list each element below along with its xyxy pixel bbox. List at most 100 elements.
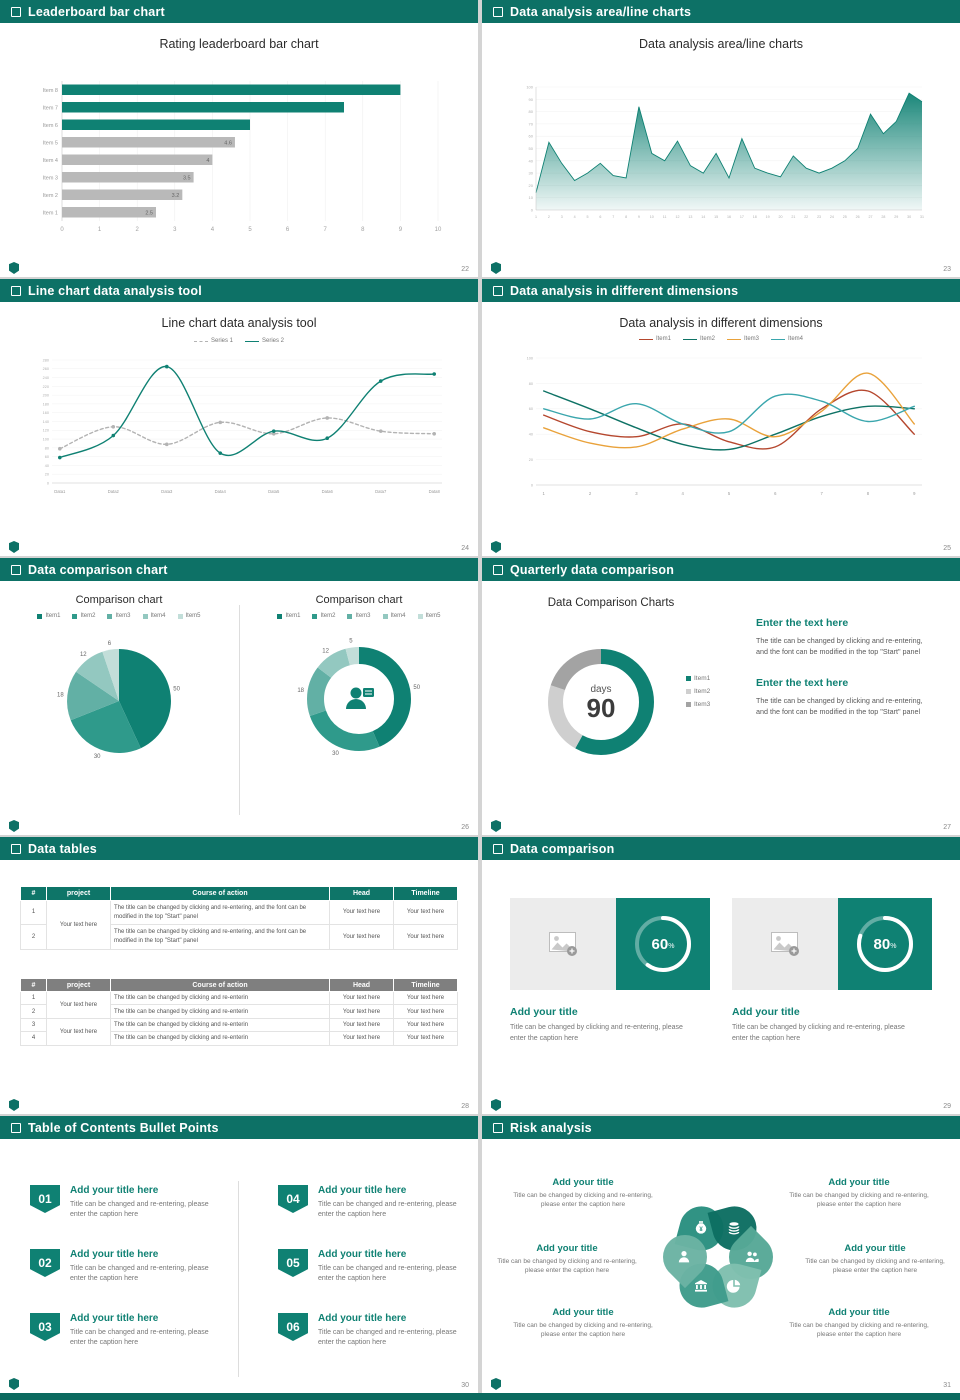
legend-marker (37, 613, 43, 619)
bookmark-icon (493, 564, 503, 575)
card-graphics: 60% (510, 898, 710, 990)
svg-text:Data1: Data1 (54, 489, 66, 494)
image-placeholder-icon (732, 898, 838, 990)
text-block: Enter the text here The title can be cha… (756, 617, 934, 657)
slide-header: Risk analysis (482, 1116, 960, 1139)
people-icon (744, 1249, 760, 1265)
legend-marker (727, 338, 741, 340)
school-logo-icon (9, 1099, 19, 1111)
donut-chart-panel: Comparison chart Item1 Item2 Item3 Item4 Ite… (240, 581, 478, 835)
svg-text:11: 11 (663, 215, 667, 219)
risk-caption: Title can be changed by clicking and re-… (805, 1258, 945, 1275)
svg-text:19: 19 (766, 215, 770, 219)
svg-text:18: 18 (57, 693, 64, 699)
toc-item: 03 Add your title here Title can be chan… (30, 1313, 235, 1348)
risk-pinwheel-diagram: ¥ (653, 1197, 783, 1317)
risk-caption: Title can be changed by clicking and re-… (789, 1322, 929, 1339)
support-person-icon (339, 679, 379, 719)
slide-leaderboard-bar-chart[interactable]: Leaderboard bar chart Rating leaderboard… (0, 0, 478, 277)
legend-marker (417, 613, 423, 619)
slide-area-line-charts[interactable]: Data analysis area/line charts Data anal… (482, 0, 960, 277)
slide-header-title: Leaderboard bar chart (28, 4, 165, 19)
bookmark-icon (11, 6, 21, 17)
leaderboard-bar-chart: 0 1 2 3 4 5 6 7 8 9 10 Item 1 2.5 Item 2 3.2 Item 3 3.5 I… (26, 79, 456, 235)
toc-title: Add your title here (318, 1185, 407, 1196)
school-logo-icon (491, 1378, 501, 1390)
slide-dimensions-analysis[interactable]: Data analysis in different dimensions Da… (482, 279, 960, 556)
svg-text:1: 1 (543, 491, 546, 496)
project-table-teal: # project Course of action Head Timeline 1 You… (20, 886, 458, 950)
slide-risk-analysis[interactable]: Risk analysis ¥ (482, 1116, 960, 1393)
toc-number-badge: 01 (30, 1185, 60, 1213)
risk-caption: Title can be changed by clicking and re-… (497, 1258, 637, 1275)
svg-text:10: 10 (650, 215, 654, 219)
block-body: The title can be changed by clicking and… (756, 696, 923, 717)
svg-text:2: 2 (136, 227, 140, 233)
risk-item: Add your title Title can be changed by c… (496, 1243, 638, 1275)
slide-line-chart-tool[interactable]: Line chart data analysis tool Line chart… (0, 279, 478, 556)
svg-text:0: 0 (47, 481, 49, 485)
svg-text:4: 4 (574, 215, 576, 219)
svg-text:40: 40 (45, 464, 49, 468)
legend-item: Item1 (277, 613, 300, 619)
slide-toc-bullets[interactable]: Table of Contents Bullet Points 01 Add y… (0, 1116, 478, 1393)
legend-marker (686, 689, 691, 694)
slide-data-comparison-chart[interactable]: Data comparison chart Comparison chart I… (0, 558, 478, 835)
slide-body: Data Comparison Charts days 90 Item1 Item… (482, 581, 960, 835)
pie-chart-icon (726, 1278, 742, 1294)
svg-text:60: 60 (529, 407, 533, 411)
svg-text:Data8: Data8 (429, 489, 441, 494)
chart-title: Comparison chart (75, 594, 163, 606)
svg-text:12: 12 (322, 648, 329, 654)
svg-text:240: 240 (43, 376, 49, 380)
legend-marker (347, 613, 353, 619)
svg-text:60: 60 (529, 134, 534, 139)
svg-text:23: 23 (817, 215, 821, 219)
svg-text:140: 140 (43, 420, 49, 424)
svg-text:4: 4 (211, 227, 215, 233)
slide-header-title: Data analysis in different dimensions (510, 283, 739, 298)
chart-legend: Series 1 Series 2 (0, 338, 478, 344)
chart-title: Data analysis area/line charts (639, 37, 803, 51)
legend-item: Item3 (686, 701, 710, 708)
svg-text:6: 6 (286, 227, 290, 233)
svg-text:6: 6 (108, 641, 112, 647)
svg-text:4: 4 (206, 158, 209, 164)
person-icon (676, 1249, 692, 1265)
slide-quarterly-comparison[interactable]: Quarterly data comparison Data Compariso… (482, 558, 960, 835)
risk-caption: Title can be changed by clicking and re-… (513, 1192, 653, 1209)
svg-text:9: 9 (913, 491, 916, 496)
area-chart: 0 10 20 30 40 50 60 70 80 90 100 1 2 3 4 5 6 7 8 9 10 11 12 13 1… (516, 83, 928, 221)
svg-text:100: 100 (527, 356, 533, 360)
slide-data-comparison-cards[interactable]: Data comparison (482, 837, 960, 1114)
risk-title: Add your title (828, 1307, 890, 1318)
card-caption: Title can be changed by clicking and re-… (732, 1024, 905, 1042)
bookmark-icon (493, 1122, 503, 1133)
slide-header-title: Data tables (28, 841, 97, 856)
svg-text:Data5: Data5 (268, 489, 280, 494)
bottom-accent-bar (0, 1393, 960, 1400)
chart-legend: Item1 Item2 Item3 Item4 Item5 (0, 613, 238, 619)
svg-text:3: 3 (173, 227, 177, 233)
slide-header: Data analysis in different dimensions (482, 279, 960, 302)
toc-item: 05 Add your title here Title can be chan… (278, 1249, 478, 1284)
risk-title: Add your title (536, 1243, 598, 1254)
slide-data-tables[interactable]: Data tables # project Course of action Head… (0, 837, 478, 1114)
toc-number-badge: 02 (30, 1249, 60, 1277)
svg-text:7: 7 (324, 227, 328, 233)
legend-item: Item1 (638, 336, 671, 342)
svg-text:18: 18 (297, 688, 304, 694)
svg-text:7: 7 (612, 215, 614, 219)
svg-text:280: 280 (43, 358, 49, 362)
svg-text:3: 3 (635, 491, 638, 496)
block-heading: Enter the text here (756, 677, 849, 690)
slide-header-title: Risk analysis (510, 1120, 592, 1135)
svg-text:5: 5 (349, 639, 353, 645)
toc-item: 01 Add your title here Title can be chan… (30, 1185, 235, 1220)
legend-marker (686, 676, 691, 681)
toc-caption: Title can be changed and re-entering, pl… (318, 1201, 457, 1219)
slide-header: Leaderboard bar chart (0, 0, 478, 23)
svg-text:60: 60 (45, 455, 49, 459)
slide-body: Comparison chart Item1 Item2 Item3 Item4 Ite… (0, 581, 478, 835)
block-heading: Enter the text here (756, 617, 849, 629)
